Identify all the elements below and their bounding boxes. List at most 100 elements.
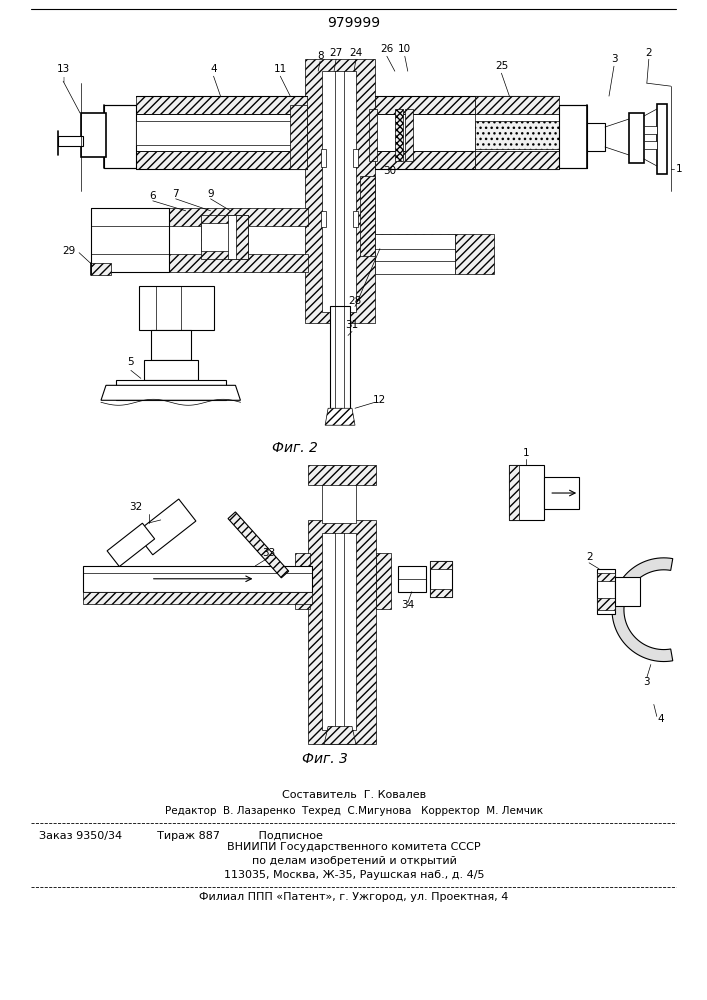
Text: 26: 26 xyxy=(380,44,394,54)
Bar xyxy=(330,306,350,420)
Polygon shape xyxy=(325,408,355,425)
Bar xyxy=(644,126,657,134)
Text: 29: 29 xyxy=(62,246,76,256)
Bar xyxy=(321,211,326,227)
Bar xyxy=(139,286,214,330)
Bar xyxy=(58,136,83,146)
Bar xyxy=(559,105,587,168)
Bar xyxy=(597,573,615,581)
Text: 25: 25 xyxy=(495,61,508,71)
Text: 979999: 979999 xyxy=(327,16,380,30)
Text: Заказ 9350/34          Тираж 887           Подписное: Заказ 9350/34 Тираж 887 Подписное xyxy=(40,831,323,841)
Polygon shape xyxy=(228,215,248,259)
Bar xyxy=(136,96,307,114)
Bar xyxy=(430,561,452,597)
Text: |: | xyxy=(62,76,64,82)
Bar xyxy=(322,465,356,523)
Bar xyxy=(474,121,559,149)
Bar xyxy=(144,360,198,380)
Bar xyxy=(308,520,376,744)
Text: 24: 24 xyxy=(349,48,363,58)
Bar xyxy=(395,109,403,161)
Text: 3: 3 xyxy=(611,54,617,64)
Bar xyxy=(116,380,226,400)
Bar xyxy=(375,151,474,169)
Bar xyxy=(544,477,579,509)
Text: 3: 3 xyxy=(643,677,650,687)
Bar xyxy=(91,263,111,275)
Bar xyxy=(375,96,474,114)
Text: Фиг. 2: Фиг. 2 xyxy=(272,441,318,455)
Bar xyxy=(201,215,240,259)
Bar xyxy=(169,208,308,226)
Bar xyxy=(375,234,455,274)
Text: 12: 12 xyxy=(373,395,387,405)
Text: 32: 32 xyxy=(129,502,143,512)
Polygon shape xyxy=(612,558,673,662)
Bar xyxy=(353,149,358,167)
Text: 7: 7 xyxy=(173,189,179,199)
Text: 5: 5 xyxy=(127,357,134,367)
Bar xyxy=(509,465,544,520)
Bar xyxy=(597,598,615,610)
Bar xyxy=(375,114,474,151)
Text: 113035, Москва, Ж-35, Раушская наб., д. 4/5: 113035, Москва, Ж-35, Раушская наб., д. … xyxy=(223,870,484,880)
Text: 4: 4 xyxy=(658,714,664,724)
Bar xyxy=(104,105,136,168)
Text: Фиг. 3: Фиг. 3 xyxy=(302,752,348,766)
Text: 2: 2 xyxy=(586,552,592,562)
Text: 31: 31 xyxy=(346,320,358,330)
Bar xyxy=(308,465,376,485)
Bar xyxy=(296,553,310,609)
Bar xyxy=(353,211,358,227)
Bar xyxy=(629,113,644,163)
Polygon shape xyxy=(107,523,155,567)
Bar xyxy=(91,208,169,226)
Bar xyxy=(430,589,452,597)
Text: 13: 13 xyxy=(57,64,70,74)
Bar xyxy=(398,566,426,592)
Bar xyxy=(615,577,640,606)
Text: по делам изобретений и открытий: по делам изобретений и открытий xyxy=(252,856,457,866)
Bar xyxy=(136,114,307,151)
Bar xyxy=(91,208,169,272)
Bar xyxy=(151,330,191,360)
Bar xyxy=(91,254,169,272)
Text: 2: 2 xyxy=(645,48,652,58)
Bar xyxy=(305,59,375,323)
Bar xyxy=(169,254,308,272)
Bar xyxy=(474,151,559,169)
Bar xyxy=(474,96,559,114)
Bar xyxy=(83,592,312,604)
Text: 11: 11 xyxy=(274,64,287,74)
Text: 4: 4 xyxy=(210,64,217,74)
Text: 34: 34 xyxy=(401,600,414,610)
Text: 27: 27 xyxy=(329,48,343,58)
Bar xyxy=(201,223,240,251)
Bar xyxy=(376,553,391,609)
Text: 6: 6 xyxy=(149,191,156,201)
Bar xyxy=(597,569,615,614)
Bar xyxy=(360,176,375,256)
Bar xyxy=(509,465,520,520)
Text: 1: 1 xyxy=(523,448,530,458)
Text: Составитель  Г. Ковалев: Составитель Г. Ковалев xyxy=(282,790,426,800)
Bar xyxy=(587,123,605,151)
Bar xyxy=(405,109,413,161)
Polygon shape xyxy=(228,512,288,578)
Bar xyxy=(83,566,312,592)
Text: 28: 28 xyxy=(349,296,361,306)
Polygon shape xyxy=(136,499,196,555)
Bar xyxy=(321,149,326,167)
Bar xyxy=(236,215,248,259)
Polygon shape xyxy=(101,385,240,400)
Circle shape xyxy=(406,573,418,585)
Bar xyxy=(136,121,307,145)
Text: 33: 33 xyxy=(262,548,275,558)
Bar xyxy=(657,104,667,174)
Bar xyxy=(430,561,452,569)
Bar xyxy=(81,113,106,157)
Bar xyxy=(136,151,307,169)
Text: Редактор  В. Лазаренко  Техред  С.Мигунова   Корректор  М. Лемчик: Редактор В. Лазаренко Техред С.Мигунова … xyxy=(165,806,543,816)
Text: 8: 8 xyxy=(317,51,323,61)
